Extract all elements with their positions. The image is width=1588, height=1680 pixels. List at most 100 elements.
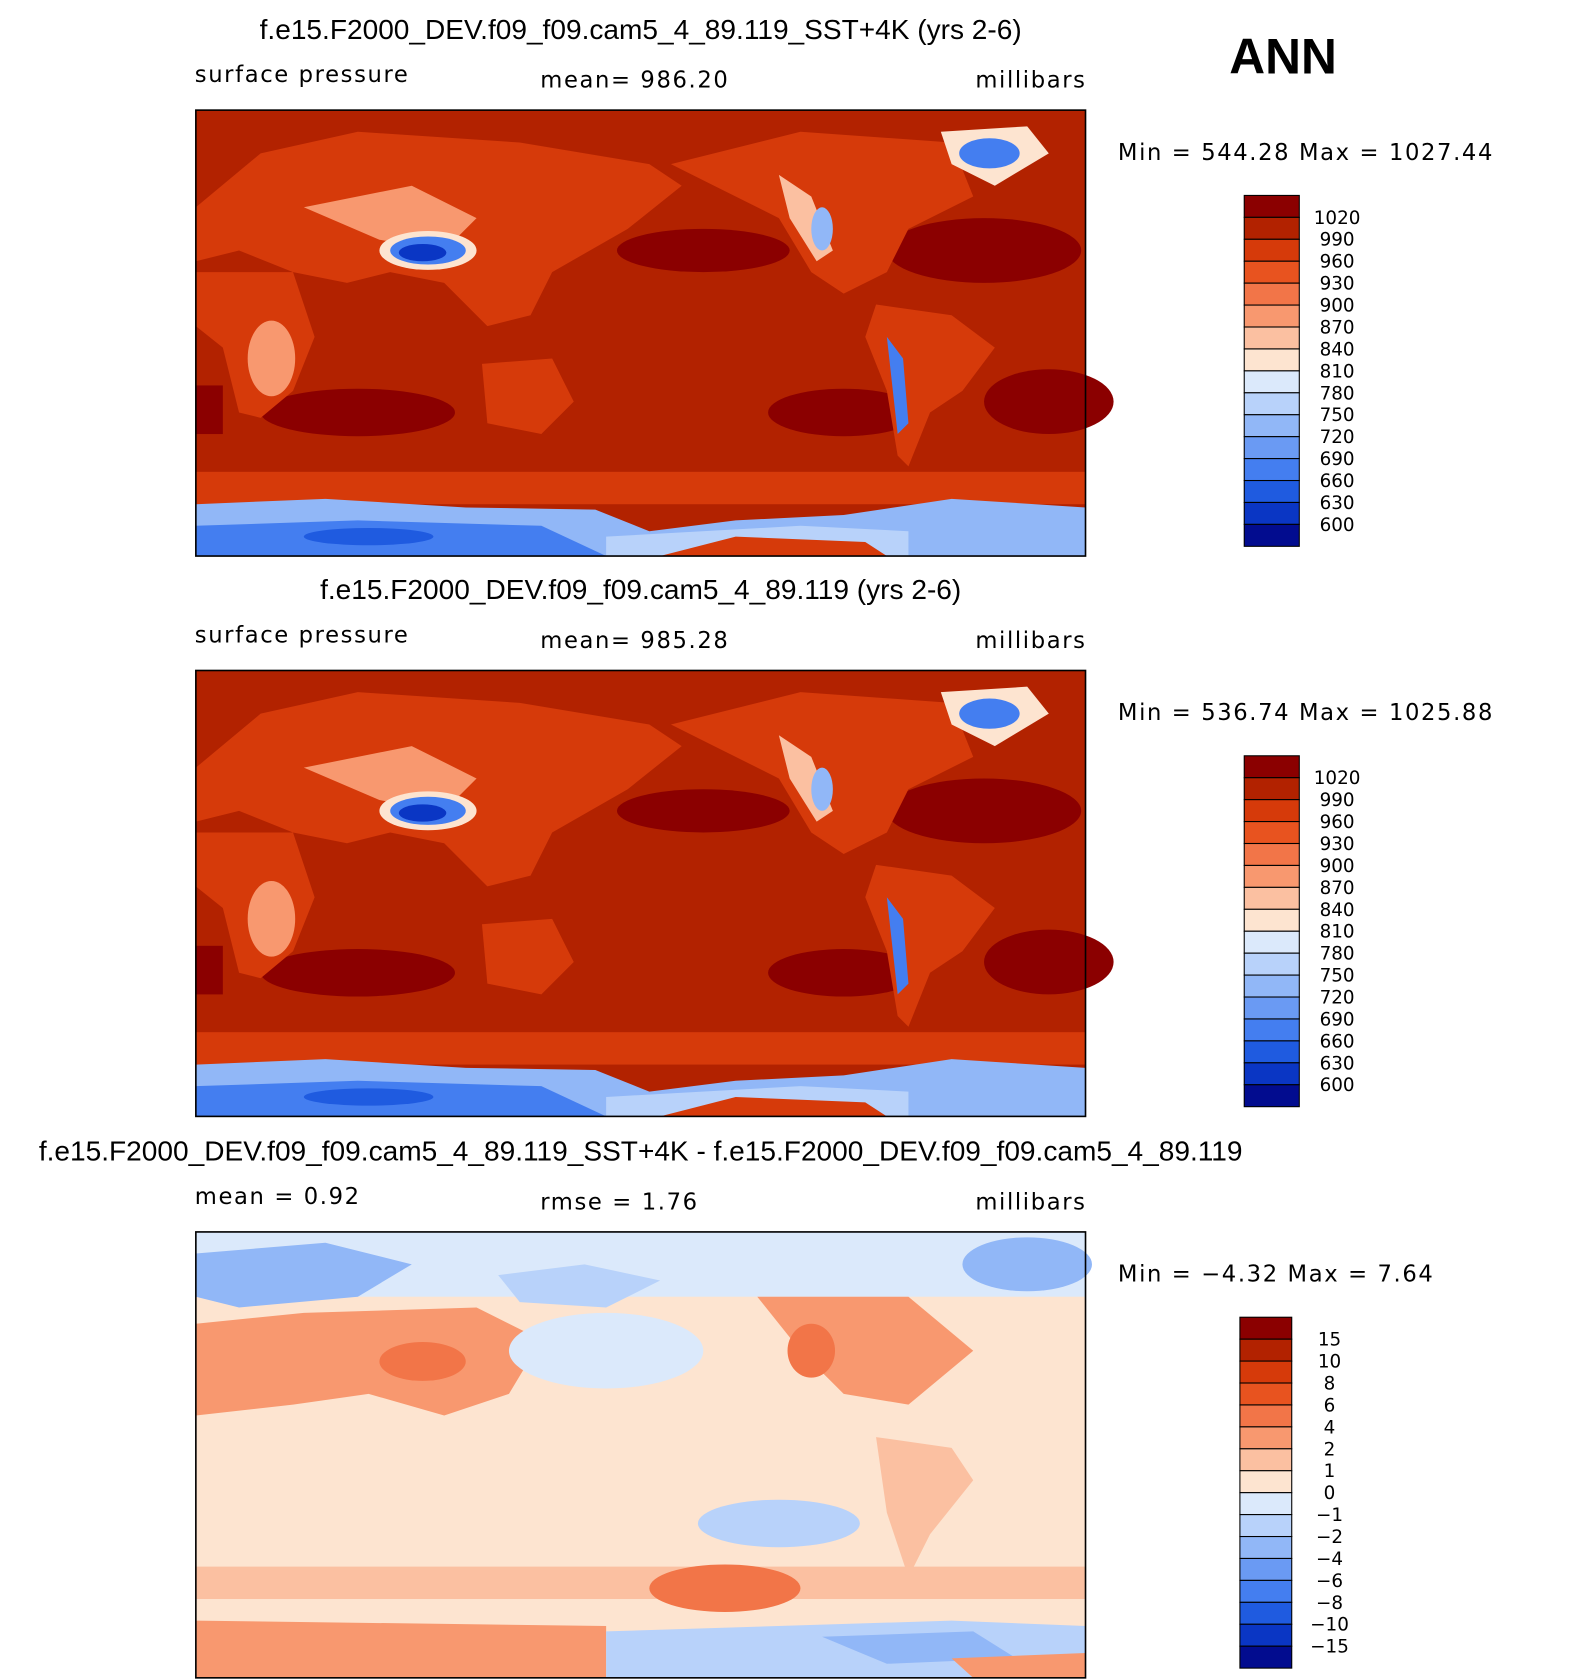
panel: f.e15.F2000_DEV.f09_f09.cam5_4_89.119_SS… (195, 14, 1494, 557)
colorbar-label: 870 (1320, 317, 1355, 338)
colorbar-box (1239, 1601, 1293, 1625)
colorbar-label: 8 (1324, 1373, 1336, 1394)
colorbar-box (1243, 1062, 1300, 1086)
range-label: Min = −4.32 Max = 7.64 (1118, 1262, 1435, 1288)
colorbar-box (1243, 260, 1300, 284)
colorbar-box (1239, 1492, 1293, 1516)
map (195, 670, 1114, 1117)
colorbar-box (1243, 755, 1300, 779)
mean-label: mean= 985.28 (540, 628, 729, 654)
colorbar-box (1243, 326, 1300, 350)
colorbar-label: 750 (1320, 405, 1355, 426)
colorbar-box (1243, 479, 1300, 504)
range-label: Min = 544.28 Max = 1027.44 (1118, 140, 1494, 166)
colorbar-box (1239, 1382, 1293, 1406)
colorbar-box (1239, 1579, 1293, 1603)
colorbar-label: 0 (1324, 1483, 1336, 1504)
colorbar-box (1243, 842, 1300, 866)
colorbar-label: 1 (1324, 1461, 1336, 1482)
colorbar-box (1239, 1316, 1293, 1340)
map-frame (195, 109, 1087, 557)
colorbar-box (1239, 1404, 1293, 1428)
colorbar-label: 15 (1318, 1330, 1341, 1351)
colorbar-box (1243, 864, 1300, 888)
variable-label: surface pressure (195, 622, 410, 648)
season-label: ANN (1229, 28, 1337, 84)
colorbar-label: 630 (1320, 1053, 1355, 1074)
colorbar-box (1243, 304, 1300, 328)
units-label: millibars (975, 1189, 1086, 1215)
colorbar-box (1243, 1018, 1300, 1042)
colorbar-box (1243, 436, 1300, 460)
colorbar-label: 810 (1320, 361, 1355, 382)
colorbar-label: 900 (1320, 856, 1355, 877)
colorbar-label: 930 (1320, 834, 1355, 855)
units-label: millibars (975, 67, 1086, 93)
colorbar-box (1239, 1535, 1293, 1560)
colorbar-label: 10 (1318, 1352, 1341, 1373)
colorbar-label: 840 (1320, 900, 1355, 921)
colorbar-label: −1 (1316, 1505, 1343, 1526)
colorbar-label: −4 (1316, 1549, 1343, 1570)
map-frame (195, 1231, 1087, 1679)
colorbar-label: −6 (1316, 1571, 1343, 1592)
colorbar-box (1243, 1040, 1300, 1064)
map (195, 1231, 1092, 1678)
colorbar-label: 870 (1320, 878, 1355, 899)
colorbar-box (1243, 523, 1300, 547)
colorbar-label: 960 (1320, 812, 1355, 833)
colorbar-label: 690 (1320, 449, 1355, 470)
colorbar-label: 900 (1320, 296, 1355, 317)
colorbar-box (1243, 974, 1300, 998)
colorbar-box (1243, 996, 1300, 1020)
colorbar-box (1243, 458, 1300, 482)
colorbar-label: 660 (1320, 1031, 1355, 1052)
colorbar-box (1243, 908, 1300, 932)
colorbar-box (1239, 1360, 1293, 1384)
colorbar-label: 720 (1320, 988, 1355, 1009)
colorbar-label: 750 (1320, 966, 1355, 987)
colorbar-label: 660 (1320, 471, 1355, 492)
colorbar-box (1243, 777, 1300, 801)
colorbar-label: −2 (1316, 1527, 1343, 1548)
panel-title: f.e15.F2000_DEV.f09_f09.cam5_4_89.119_SS… (39, 1136, 1243, 1167)
colorbar-box (1243, 799, 1300, 823)
colorbar-label: 600 (1320, 1075, 1355, 1096)
colorbar-label: −8 (1316, 1593, 1343, 1614)
colorbar-box (1243, 821, 1300, 845)
colorbar-box (1243, 238, 1300, 262)
colorbar-box (1243, 930, 1300, 954)
colorbar-label: 990 (1320, 790, 1355, 811)
colorbar-box (1239, 1514, 1293, 1538)
colorbar-box (1243, 414, 1300, 438)
range-label: Min = 536.74 Max = 1025.88 (1118, 700, 1494, 726)
map (195, 110, 1114, 557)
colorbar-box (1243, 194, 1300, 218)
panel-title: f.e15.F2000_DEV.f09_f09.cam5_4_89.119_SS… (260, 14, 1022, 45)
panel: f.e15.F2000_DEV.f09_f09.cam5_4_89.119 (y… (195, 574, 1494, 1118)
colorbar-label: 990 (1320, 230, 1355, 251)
colorbar-label: 810 (1320, 922, 1355, 943)
colorbar-label: 600 (1320, 515, 1355, 536)
colorbar-box (1239, 1338, 1293, 1362)
colorbar-label: 720 (1320, 427, 1355, 448)
colorbar-label: −10 (1310, 1615, 1349, 1636)
colorbar-box (1239, 1448, 1293, 1472)
colorbar-label: 1020 (1314, 208, 1361, 229)
panel-title: f.e15.F2000_DEV.f09_f09.cam5_4_89.119 (y… (320, 574, 961, 605)
colorbar-label: 690 (1320, 1009, 1355, 1030)
colorbar-box (1243, 348, 1300, 372)
colorbar-box (1239, 1470, 1293, 1494)
colorbar-box (1239, 1645, 1293, 1669)
variable-label: surface pressure (195, 62, 410, 88)
colorbar-box (1239, 1426, 1293, 1450)
mean-label: mean= 986.20 (540, 67, 729, 93)
colorbar-label: 840 (1320, 339, 1355, 360)
colorbar-label: −15 (1310, 1637, 1349, 1658)
panels: f.e15.F2000_DEV.f09_f09.cam5_4_89.119_SS… (39, 14, 1494, 1679)
colorbar-box (1239, 1623, 1293, 1647)
panel: f.e15.F2000_DEV.f09_f09.cam5_4_89.119_SS… (39, 1136, 1435, 1679)
colorbar-label: 630 (1320, 493, 1355, 514)
colorbar-label: 6 (1324, 1395, 1336, 1416)
colorbar-label: 1020 (1314, 768, 1361, 789)
